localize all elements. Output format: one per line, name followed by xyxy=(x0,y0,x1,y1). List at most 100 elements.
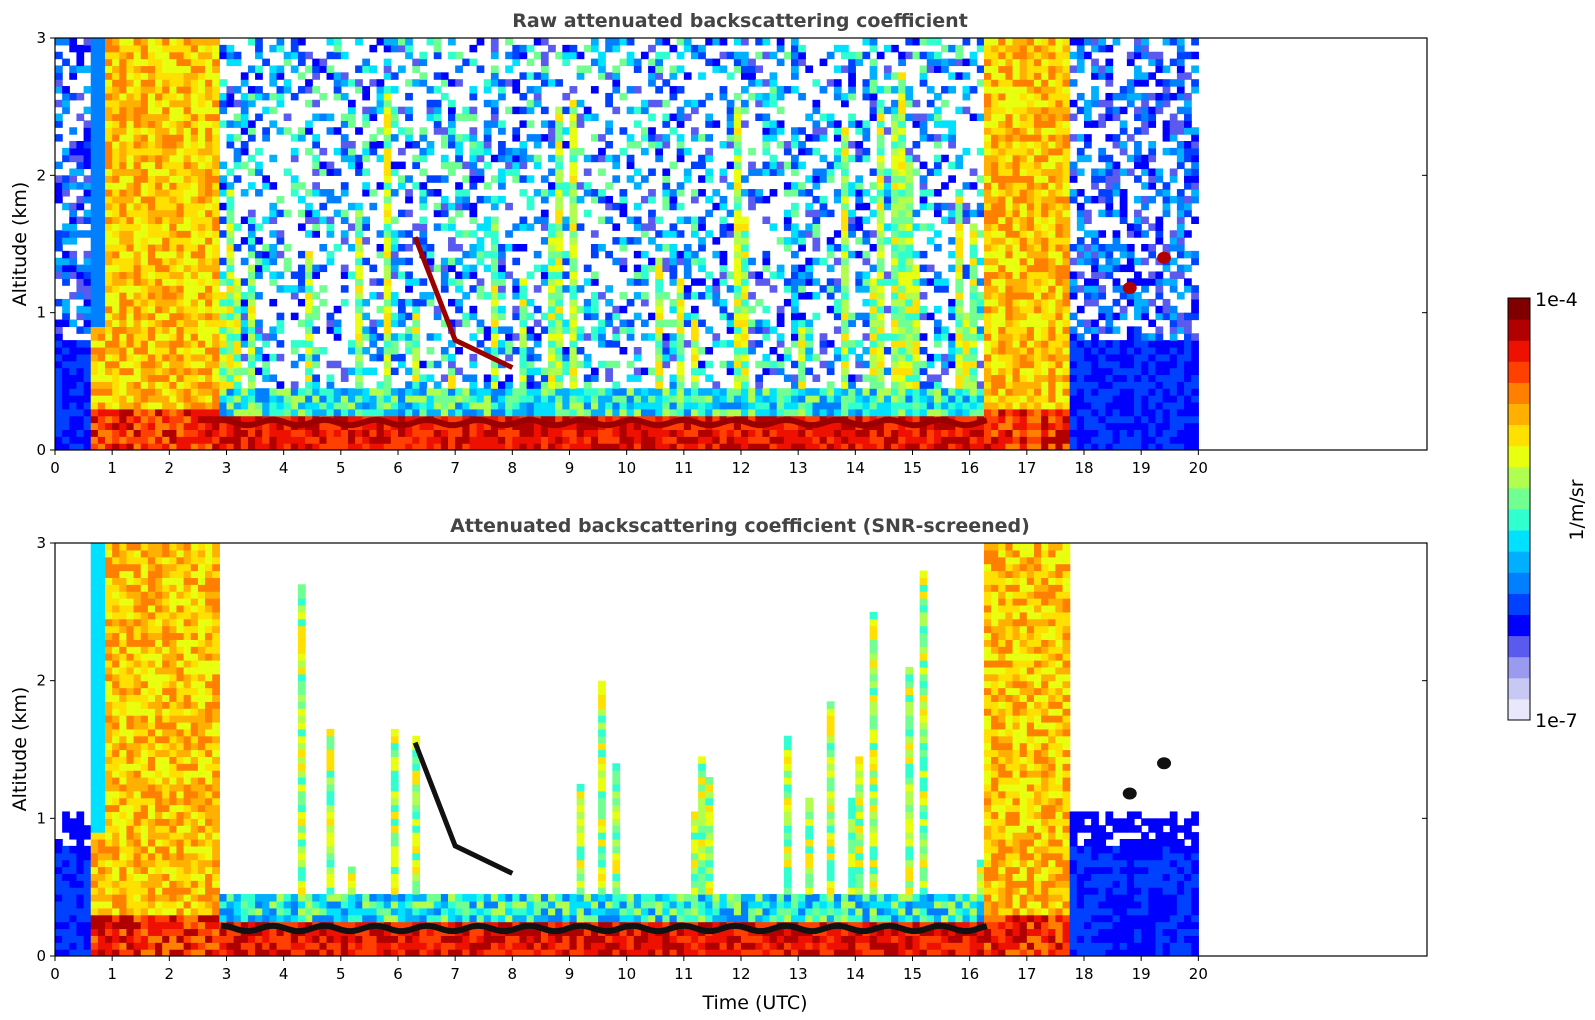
heatmap-cell xyxy=(319,216,328,224)
heatmap-cell xyxy=(55,408,63,417)
heatmap-cell xyxy=(462,230,471,238)
heatmap-cell xyxy=(133,106,142,115)
heatmap-cell xyxy=(326,65,335,73)
heatmap-cell xyxy=(140,223,149,231)
heatmap-cell xyxy=(462,312,471,321)
heatmap-cell xyxy=(862,147,871,156)
heatmap-cell xyxy=(69,319,78,327)
heatmap-cell xyxy=(383,141,392,149)
heatmap-cell xyxy=(147,65,156,73)
heatmap-cell xyxy=(726,113,735,121)
heatmap-cell xyxy=(69,127,78,135)
heatmap-cell xyxy=(490,250,499,259)
heatmap-cell xyxy=(455,65,463,73)
heatmap-cell xyxy=(798,189,806,197)
heatmap-cell xyxy=(905,237,914,245)
heatmap-cell xyxy=(919,223,928,231)
heatmap-cell xyxy=(440,408,449,417)
heatmap-cell xyxy=(869,99,878,108)
heatmap-cell xyxy=(512,168,521,176)
heatmap-cell xyxy=(305,340,313,348)
heatmap-cell xyxy=(69,353,78,362)
heatmap-cell xyxy=(640,408,649,417)
heatmap-cell xyxy=(190,195,199,204)
heatmap-cell xyxy=(626,298,635,307)
heatmap-cell xyxy=(269,44,278,53)
heatmap-cell xyxy=(805,134,814,142)
heatmap-cell xyxy=(791,264,799,273)
heatmap-cell xyxy=(305,127,313,135)
heatmap-cell xyxy=(841,175,849,183)
heatmap-cell xyxy=(912,141,921,149)
heatmap-cell xyxy=(233,429,242,437)
heatmap-cell xyxy=(126,374,135,382)
heatmap-cell xyxy=(948,333,956,341)
heatmap-cell xyxy=(712,395,721,403)
heatmap-cell xyxy=(412,65,421,73)
heatmap-cell xyxy=(440,395,449,403)
heatmap-cell xyxy=(698,99,706,108)
heatmap-cell xyxy=(247,443,256,450)
heatmap-cell xyxy=(891,374,899,382)
heatmap-cell xyxy=(662,230,671,238)
heatmap-cell xyxy=(948,340,956,348)
heatmap-cell xyxy=(398,360,406,369)
heatmap-cell xyxy=(226,141,235,149)
heatmap-cell xyxy=(876,395,885,403)
heatmap-cell xyxy=(97,154,106,163)
heatmap-cell xyxy=(526,422,535,430)
heatmap-cell xyxy=(312,271,320,279)
heatmap-cell xyxy=(755,79,764,87)
heatmap-cell xyxy=(69,388,78,396)
heatmap-cell xyxy=(519,292,528,300)
heatmap-cell xyxy=(319,113,328,121)
heatmap-cell xyxy=(633,292,642,300)
heatmap-cell xyxy=(483,422,492,430)
heatmap-cell xyxy=(212,106,220,115)
heatmap-cell xyxy=(762,443,771,450)
heatmap-cell xyxy=(190,353,199,362)
heatmap-cell xyxy=(912,312,921,321)
heatmap-cell xyxy=(490,216,499,224)
heatmap-cell xyxy=(226,51,235,60)
heatmap-cell xyxy=(883,395,892,403)
heatmap-cell xyxy=(197,195,206,204)
heatmap-cell xyxy=(212,381,220,389)
heatmap-cell xyxy=(562,216,571,224)
heatmap-cell xyxy=(898,141,906,149)
heatmap-cell xyxy=(719,38,728,46)
heatmap-cell xyxy=(90,408,99,417)
heatmap-cell xyxy=(476,429,485,437)
heatmap-cell xyxy=(369,388,378,396)
heatmap-cell xyxy=(219,120,228,128)
heatmap-cell xyxy=(676,401,685,410)
heatmap-cell xyxy=(133,202,142,211)
heatmap-cell xyxy=(169,168,178,176)
heatmap-cell xyxy=(769,360,778,369)
heatmap-cell xyxy=(626,422,635,430)
heatmap-cell xyxy=(648,113,656,121)
heatmap-cell xyxy=(105,257,113,266)
heatmap-cell xyxy=(133,408,142,417)
heatmap-cell xyxy=(962,86,971,94)
heatmap-cell xyxy=(833,230,842,238)
heatmap-cell xyxy=(762,147,771,156)
heatmap-cell xyxy=(926,388,935,396)
heatmap-cell xyxy=(162,347,170,355)
heatmap-cell xyxy=(733,271,742,279)
heatmap-cell xyxy=(390,264,399,273)
heatmap-cell xyxy=(233,353,242,362)
heatmap-cell xyxy=(841,250,849,259)
heatmap-cell xyxy=(362,333,371,341)
heatmap-cell xyxy=(955,195,964,204)
heatmap-cell xyxy=(405,443,413,450)
heatmap-cell xyxy=(483,120,492,128)
heatmap-cell xyxy=(805,353,814,362)
heatmap-cell xyxy=(891,278,899,286)
heatmap-cell xyxy=(362,182,371,190)
heatmap-cell xyxy=(426,250,435,259)
heatmap-cell xyxy=(212,147,220,156)
heatmap-cell xyxy=(898,209,906,218)
heatmap-cell xyxy=(169,189,178,197)
